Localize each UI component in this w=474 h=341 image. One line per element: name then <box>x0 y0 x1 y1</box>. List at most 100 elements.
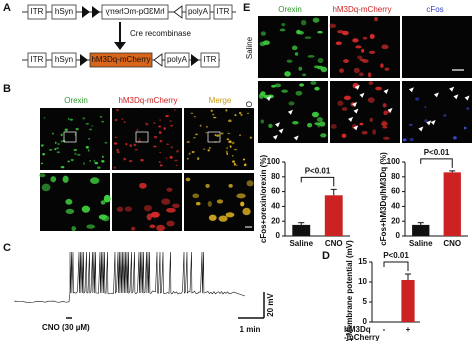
cell <box>296 29 301 35</box>
cell <box>424 119 428 123</box>
cell <box>85 122 90 125</box>
cell <box>146 213 152 221</box>
cell <box>292 120 299 125</box>
roi-box <box>135 131 149 143</box>
micrograph <box>402 16 472 78</box>
y-axis-label: cFos+orexin/orexin (%) <box>259 155 268 244</box>
cell <box>113 166 116 169</box>
cell <box>134 148 139 151</box>
cell <box>116 151 120 154</box>
y-tick-label: 60 <box>271 187 280 196</box>
significance-label: P<0.01 <box>305 166 331 175</box>
cell <box>123 121 126 124</box>
cell <box>103 194 111 203</box>
cell <box>302 73 307 77</box>
panel-label: C <box>3 242 11 254</box>
cell <box>194 133 198 136</box>
cell <box>443 114 447 117</box>
cell <box>274 83 282 88</box>
cell <box>452 136 457 140</box>
significance-label: P<0.01 <box>424 148 450 157</box>
cell <box>195 201 201 206</box>
cell <box>240 201 245 207</box>
cell <box>116 206 124 212</box>
cell <box>382 103 387 108</box>
cell <box>199 124 202 128</box>
cell <box>226 138 230 141</box>
cell <box>166 187 173 192</box>
arrowhead <box>453 94 459 100</box>
cell <box>218 215 228 222</box>
cell <box>295 90 303 96</box>
cell <box>216 199 224 204</box>
cell <box>234 114 237 117</box>
cell <box>145 122 149 126</box>
cell <box>166 220 175 227</box>
cell <box>288 101 295 106</box>
cell <box>229 145 232 148</box>
cell <box>71 226 77 232</box>
arrowhead <box>353 125 359 131</box>
y-tick-label: 0 <box>396 231 401 240</box>
cell <box>207 149 210 152</box>
cell <box>123 157 127 161</box>
cell <box>319 121 326 127</box>
construct-1: ITR hSyn hM3Dq-mCherry polyA ITR <box>22 4 236 20</box>
cell <box>359 122 364 126</box>
cell <box>150 211 160 218</box>
cell <box>409 138 414 141</box>
cell <box>165 115 169 118</box>
cell <box>271 84 276 88</box>
cell <box>48 149 53 151</box>
cell <box>249 136 252 139</box>
x-tick-label: CNO <box>325 239 343 248</box>
element-label: ITR <box>204 55 217 64</box>
cell <box>353 67 360 74</box>
y-tick-label: 40 <box>391 202 400 211</box>
cell <box>159 164 163 167</box>
cell <box>228 119 232 123</box>
cell <box>402 138 407 142</box>
cell <box>216 134 220 137</box>
arrowhead <box>433 92 439 98</box>
cell <box>359 58 365 62</box>
panel-label: E <box>243 2 250 14</box>
channel-label: hM3Dq-mCherry <box>332 5 391 14</box>
cell <box>380 122 388 126</box>
cell <box>243 163 247 167</box>
cell <box>140 159 144 162</box>
cell <box>228 184 233 188</box>
arrowhead <box>353 108 359 114</box>
cell <box>369 33 375 40</box>
significance-bracket <box>300 176 335 187</box>
cell <box>193 137 196 139</box>
cell <box>247 112 250 115</box>
cell <box>202 148 206 150</box>
y-tick-label: 60 <box>391 187 400 196</box>
cell <box>197 157 200 161</box>
cell <box>149 224 156 229</box>
cell <box>159 119 162 122</box>
cell <box>306 122 313 128</box>
cell <box>174 159 178 162</box>
cell <box>99 116 103 118</box>
cell <box>100 200 106 205</box>
cell <box>192 193 200 199</box>
cell <box>50 176 57 183</box>
cell <box>125 142 128 146</box>
arrowhead <box>278 128 284 134</box>
cell <box>343 59 349 63</box>
cell <box>42 152 46 156</box>
channel-label: Orexin <box>278 5 302 14</box>
cell <box>101 120 105 123</box>
cell <box>170 146 173 149</box>
cell <box>101 155 104 158</box>
cell <box>268 123 273 128</box>
cell <box>463 126 467 130</box>
arrowhead <box>359 92 365 98</box>
roi-box <box>207 131 221 143</box>
arrowhead <box>272 134 278 140</box>
cell <box>231 141 235 145</box>
cell <box>304 36 312 40</box>
